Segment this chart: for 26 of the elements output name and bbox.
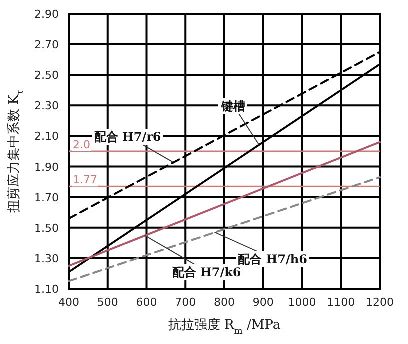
x-tick-label: 900 — [252, 296, 274, 309]
y-tick-label: 1.30 — [34, 252, 59, 266]
y-tick-label: 2.90 — [34, 8, 59, 21]
y-tick-label: 1.10 — [34, 283, 59, 296]
x-tick-label: 600 — [136, 296, 158, 309]
y-tick-label: 2.50 — [34, 69, 59, 82]
y-tick-label: 2.30 — [34, 100, 59, 113]
y-tick-label: 2.70 — [34, 38, 59, 52]
annotation: 配合 H7/r6 — [94, 130, 162, 144]
y-tick-label: 1.90 — [34, 160, 59, 174]
x-tick-label: 1200 — [366, 296, 394, 309]
annotation: 键槽 — [220, 99, 246, 114]
x-tick-label: 800 — [214, 296, 235, 309]
x-tick-label: 1100 — [327, 296, 356, 309]
x-axis-title: 抗拉强度 R$_{m}$ /MPa — [168, 317, 281, 337]
x-tick-label: 1000 — [288, 296, 316, 309]
ref-line-label: 1.77 — [73, 174, 98, 187]
annotation: 配合 H7/h6 — [238, 252, 308, 266]
y-tick-label: 2.10 — [34, 130, 59, 144]
y-tick-label: 1.50 — [34, 222, 59, 235]
annotation: 配合 H7/k6 — [172, 266, 242, 280]
ref-line-label: 2.0 — [73, 138, 90, 152]
y-tick-label: 1.70 — [34, 191, 59, 204]
x-tick-label: 500 — [97, 296, 118, 309]
x-tick-label: 400 — [58, 296, 80, 309]
x-tick-label: 700 — [175, 296, 196, 309]
